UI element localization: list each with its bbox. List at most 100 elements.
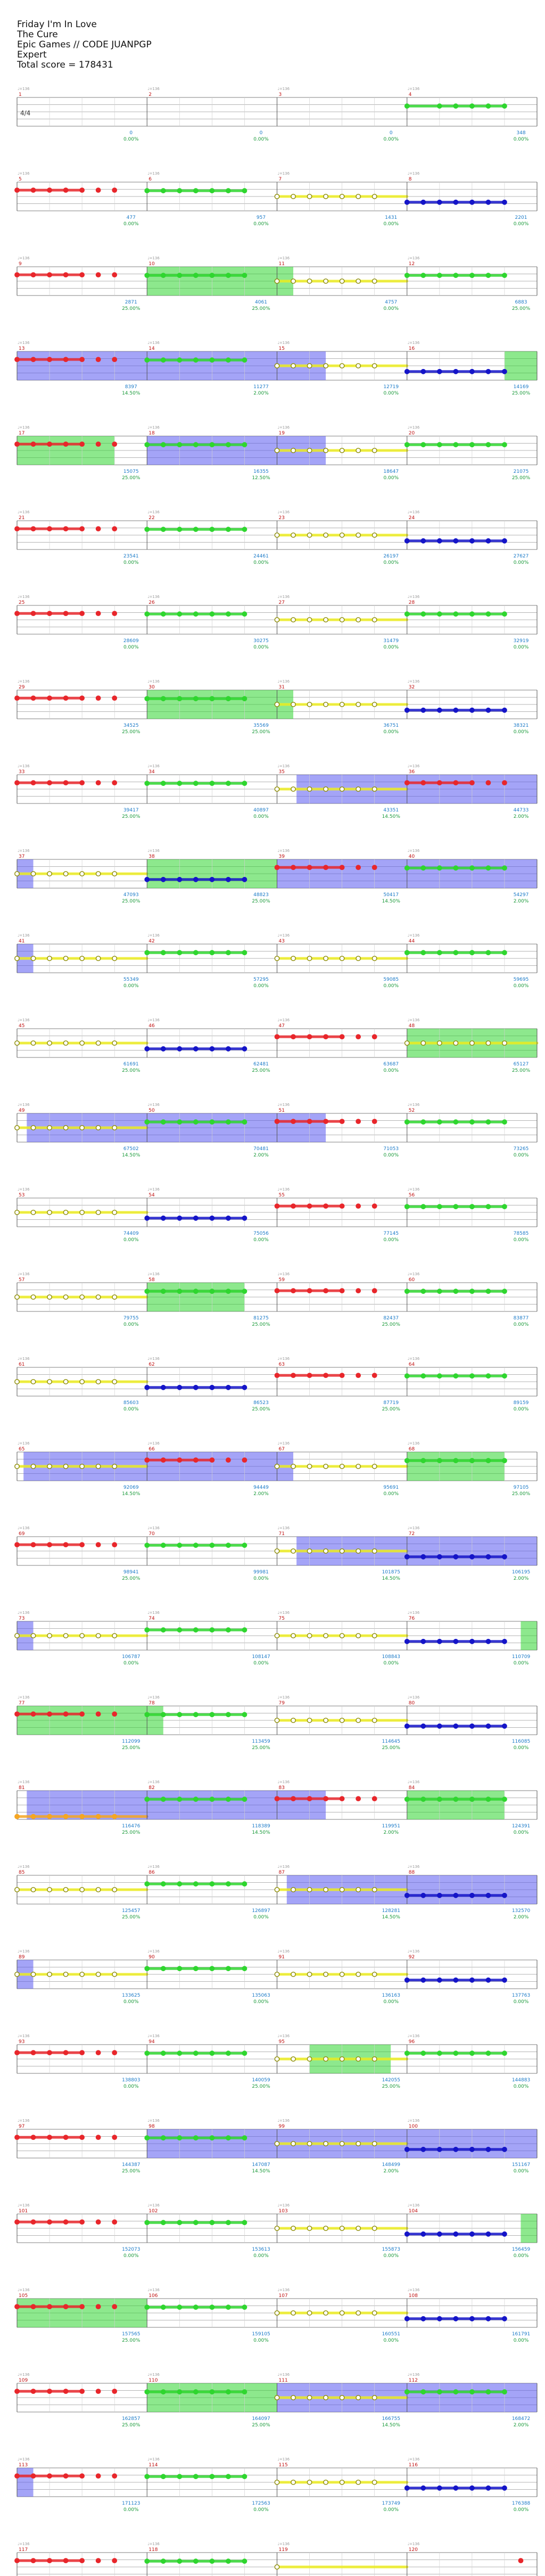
note-gem <box>323 1119 328 1125</box>
note-gem <box>95 871 101 876</box>
note-gem <box>274 1203 280 1209</box>
note-gem <box>339 2226 345 2231</box>
note-gem <box>95 1294 101 1300</box>
note-gem <box>453 2146 459 2152</box>
note-gem <box>404 1119 410 1125</box>
note-gem <box>404 1458 410 1464</box>
percent-label: 0.00% <box>123 2507 139 2513</box>
note-gem <box>79 611 85 617</box>
note-gem <box>420 1458 426 1464</box>
note-gem <box>193 2220 199 2226</box>
note-gem <box>160 2220 166 2226</box>
note-gem <box>274 1119 280 1125</box>
note-gem <box>209 1966 215 1972</box>
note-gem <box>356 1796 361 1802</box>
note-gem <box>14 2219 20 2225</box>
note-gem <box>242 1289 247 1294</box>
note-gem <box>371 617 377 622</box>
note-gem <box>323 2480 328 2485</box>
note-gem <box>47 780 52 786</box>
note-gem <box>242 2389 247 2395</box>
note-gem <box>469 1458 475 1464</box>
measure-number: 16 <box>409 346 415 351</box>
note-gem <box>307 2141 312 2146</box>
note-gem <box>420 865 426 871</box>
note-gem <box>95 695 101 701</box>
note-gem <box>226 1796 231 1802</box>
score-label: 43351 <box>383 808 399 813</box>
tempo-label: ♩=136 <box>147 1865 160 1869</box>
score-label: 137763 <box>512 1993 530 1998</box>
note-gem <box>436 1204 442 1210</box>
note-gem <box>339 2141 345 2146</box>
score-label: 4061 <box>255 300 267 305</box>
measure-number: 91 <box>279 1955 285 1960</box>
score-label: 161791 <box>512 2332 530 2337</box>
note-gem <box>193 876 199 882</box>
note-gem <box>209 2135 215 2141</box>
note-gem <box>226 611 231 617</box>
note-gem <box>291 532 296 538</box>
score-label: 14169 <box>514 384 529 390</box>
star-power-phrase <box>407 1452 505 1481</box>
star-power-phrase <box>521 2214 537 2243</box>
note-gem <box>453 1554 459 1560</box>
note-gem <box>193 1881 199 1887</box>
tempo-label: ♩=136 <box>18 2542 30 2546</box>
percent-label: 0.00% <box>383 1661 399 1666</box>
note-gem <box>160 2474 166 2480</box>
note-gem <box>485 2146 491 2152</box>
measure-number: 53 <box>19 1193 24 1198</box>
note-gem <box>144 1215 150 1221</box>
note-gem <box>291 1887 296 1892</box>
note-gem <box>323 1464 328 1469</box>
note-gem <box>371 865 377 871</box>
note-gem <box>502 1204 507 1210</box>
note-gem <box>209 1712 215 1718</box>
percent-label: 0.00% <box>123 1237 139 1243</box>
measure-number: 101 <box>19 2209 28 2214</box>
measure-number: 42 <box>148 939 154 944</box>
percent-label: 25.00% <box>122 2169 141 2174</box>
note-gem <box>79 1210 85 1215</box>
tempo-label: ♩=136 <box>147 510 160 514</box>
percent-label: 0.00% <box>383 306 399 311</box>
note-gem <box>30 1814 36 1819</box>
note-gem <box>14 1294 20 1300</box>
note-gem <box>47 2389 52 2394</box>
note-gem <box>209 442 215 448</box>
note-gem <box>502 1638 507 1644</box>
tempo-label: ♩=136 <box>278 1357 290 1361</box>
note-gem <box>339 1203 345 1209</box>
note-gem <box>209 2220 215 2226</box>
note-gem <box>404 2316 410 2321</box>
score-label: 171123 <box>122 2501 140 2506</box>
note-gem <box>469 1796 475 1802</box>
measure-number: 90 <box>148 1955 155 1960</box>
note-gem <box>469 199 475 205</box>
score-label: 110709 <box>512 1654 531 1660</box>
score-label: 133625 <box>122 1993 140 1998</box>
chart-row: 89♩=1361336250.00%90♩=1361350630.00%91♩=… <box>14 1949 538 2005</box>
note-gem <box>291 2056 296 2062</box>
tempo-label: ♩=136 <box>147 764 160 768</box>
note-gem <box>160 1384 166 1390</box>
note-gem <box>469 780 475 786</box>
note-gem <box>144 1881 150 1887</box>
note-gem <box>371 2056 377 2062</box>
note-gem <box>242 1966 247 1972</box>
note-gem <box>226 1966 231 1972</box>
note-gem <box>63 2473 69 2479</box>
percent-label: 25.00% <box>252 2423 270 2428</box>
note-gem <box>79 1972 85 1977</box>
note-gem <box>47 2050 52 2056</box>
tempo-label: ♩=136 <box>408 2457 420 2462</box>
tempo-label: ♩=136 <box>147 2034 160 2038</box>
note-gem <box>14 187 20 193</box>
score-label: 35569 <box>253 723 269 728</box>
note-gem <box>339 1972 345 1977</box>
percent-label: 0.00% <box>514 137 529 142</box>
score-label: 28609 <box>123 638 139 644</box>
measure-number: 4 <box>409 92 412 97</box>
score-label: 85603 <box>123 1400 139 1406</box>
